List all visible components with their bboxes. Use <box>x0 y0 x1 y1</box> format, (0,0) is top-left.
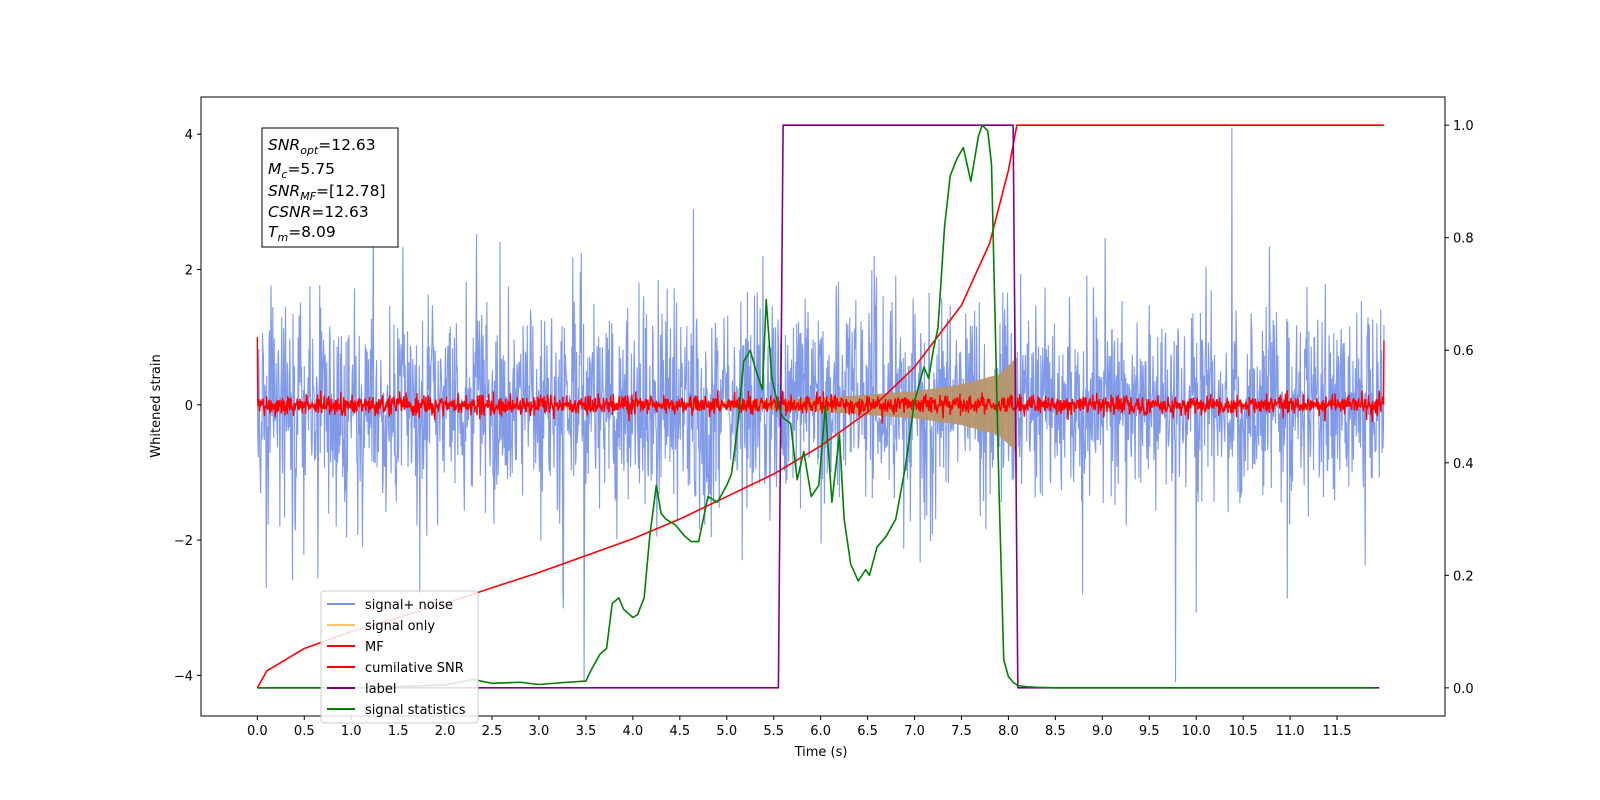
y-left-tick-label: −4 <box>174 669 193 684</box>
plot-frame <box>200 96 1446 717</box>
series-mf-line <box>256 337 1385 424</box>
x-tick-label: 2.5 <box>482 724 503 739</box>
legend-label-mf: MF <box>365 640 384 655</box>
x-tick-label: 8.5 <box>1045 724 1066 739</box>
x-tick-label: 9.0 <box>1092 724 1113 739</box>
axis-ticks: 0.0 0.5 1.0 1.5 2.0 2.5 3.0 3.5 4.0 4.5 5.0 5.5 6.0 6… <box>174 119 1474 739</box>
x-tick-label: 11.5 <box>1323 724 1352 739</box>
x-tick-label: 5.5 <box>763 724 784 739</box>
info-snr-mf: SNRMF=[12.78] <box>268 182 386 203</box>
x-tick-label: 11.0 <box>1276 724 1305 739</box>
x-tick-label: 4.5 <box>669 724 690 739</box>
y-right-tick-label: 0.6 <box>1453 344 1474 359</box>
x-tick-label: 2.0 <box>435 724 456 739</box>
series-signal-only-envelope <box>632 357 1017 453</box>
x-tick-label: 3.5 <box>576 724 597 739</box>
x-tick-label: 4.0 <box>623 724 644 739</box>
y-left-tick-label: 0 <box>185 399 193 414</box>
y-left-tick-label: −2 <box>174 534 193 549</box>
x-tick-label: 1.5 <box>388 724 409 739</box>
y-right-tick-label: 0.8 <box>1453 232 1474 247</box>
info-snr-opt: SNRopt=12.63 <box>268 136 376 157</box>
x-tick-label: 9.5 <box>1139 724 1160 739</box>
y-right-tick-label: 0.4 <box>1453 457 1474 472</box>
x-axis-label: Time (s) <box>794 745 848 760</box>
legend: signal+ noise signal only MF cumilative … <box>320 590 479 724</box>
y-right-tick-label: 0.2 <box>1453 569 1474 584</box>
info-csnr: CSNR=12.63 <box>268 203 369 221</box>
legend-label-signal-only: signal only <box>365 619 435 634</box>
x-tick-label: 6.5 <box>857 724 878 739</box>
legend-label-signal-noise: signal+ noise <box>365 598 453 613</box>
y-right-tick-label: 1.0 <box>1453 119 1474 134</box>
x-tick-label: 0.0 <box>247 724 268 739</box>
info-box-frame <box>261 127 399 248</box>
y-left-tick-label: 2 <box>185 264 193 279</box>
series-signal-noise-line <box>256 127 1385 683</box>
series-signal-statistics-line <box>257 124 1375 689</box>
info-box: SNRopt=12.63 Mc=5.75 SNRMF=[12.78] CSNR=… <box>261 127 399 248</box>
x-tick-label: 7.5 <box>951 724 972 739</box>
legend-label-signal-statistics: signal statistics <box>365 703 466 718</box>
info-tm: Tm=8.09 <box>268 223 336 244</box>
y-right-tick-label: 0.0 <box>1453 682 1474 697</box>
legend-label-label: label <box>365 682 396 697</box>
x-tick-label: 7.0 <box>904 724 925 739</box>
x-tick-label: 10.0 <box>1182 724 1211 739</box>
x-tick-label: 1.0 <box>341 724 362 739</box>
x-tick-label: 6.0 <box>810 724 831 739</box>
legend-frame <box>320 590 479 724</box>
info-mc: Mc=5.75 <box>268 160 335 181</box>
x-tick-label: 3.0 <box>529 724 550 739</box>
x-tick-label: 0.5 <box>294 724 315 739</box>
x-tick-label: 10.5 <box>1229 724 1258 739</box>
y-axis-label: Whitened strain <box>149 354 164 457</box>
legend-label-cumulative-snr: cumilative SNR <box>365 661 464 676</box>
x-tick-label: 5.0 <box>716 724 737 739</box>
x-tick-label: 8.0 <box>998 724 1019 739</box>
y-left-tick-label: 4 <box>185 128 193 143</box>
